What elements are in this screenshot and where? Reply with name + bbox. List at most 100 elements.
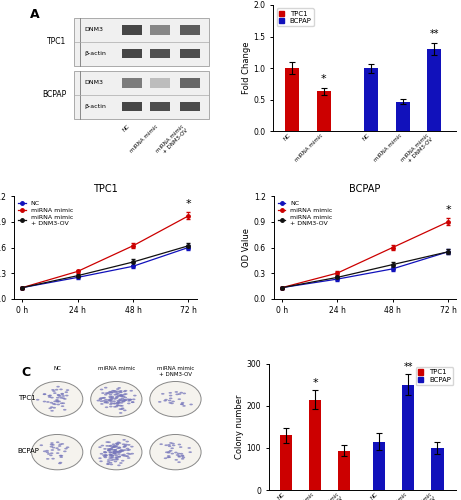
Bar <box>285 68 299 131</box>
Ellipse shape <box>107 442 111 443</box>
Ellipse shape <box>110 448 113 450</box>
Ellipse shape <box>100 453 103 454</box>
Ellipse shape <box>104 454 108 456</box>
Ellipse shape <box>57 400 61 402</box>
Ellipse shape <box>98 458 102 459</box>
Ellipse shape <box>169 442 173 444</box>
Ellipse shape <box>51 389 55 391</box>
Ellipse shape <box>127 449 131 450</box>
Ellipse shape <box>167 451 171 452</box>
Ellipse shape <box>106 445 109 447</box>
Bar <box>122 24 142 34</box>
Ellipse shape <box>128 399 131 401</box>
Text: **: ** <box>430 29 439 39</box>
Ellipse shape <box>113 450 117 452</box>
Ellipse shape <box>31 382 83 417</box>
Ellipse shape <box>189 452 192 453</box>
Ellipse shape <box>131 402 135 403</box>
Ellipse shape <box>112 402 116 404</box>
Ellipse shape <box>112 444 115 445</box>
Ellipse shape <box>59 388 63 390</box>
Ellipse shape <box>109 406 112 407</box>
Ellipse shape <box>169 450 172 452</box>
Ellipse shape <box>177 452 181 454</box>
Ellipse shape <box>181 455 184 457</box>
Ellipse shape <box>114 450 118 451</box>
Ellipse shape <box>103 456 106 458</box>
Ellipse shape <box>36 399 40 400</box>
Ellipse shape <box>104 456 107 458</box>
Ellipse shape <box>58 462 62 464</box>
Ellipse shape <box>107 399 111 400</box>
Ellipse shape <box>111 456 114 458</box>
Ellipse shape <box>50 446 53 448</box>
Ellipse shape <box>171 452 174 454</box>
Ellipse shape <box>111 454 114 456</box>
Ellipse shape <box>126 452 130 454</box>
Ellipse shape <box>120 400 123 402</box>
Ellipse shape <box>111 397 114 398</box>
Ellipse shape <box>114 457 118 458</box>
Bar <box>338 451 350 490</box>
Ellipse shape <box>118 456 121 458</box>
Ellipse shape <box>121 450 124 452</box>
Ellipse shape <box>98 446 102 448</box>
Ellipse shape <box>45 450 49 452</box>
Ellipse shape <box>127 457 130 459</box>
Legend: NC, miRNA mimic, miRNA mimic
+ DNM3-OV: NC, miRNA mimic, miRNA mimic + DNM3-OV <box>17 200 74 227</box>
Ellipse shape <box>112 451 116 453</box>
Ellipse shape <box>109 448 112 450</box>
Ellipse shape <box>115 445 118 447</box>
Ellipse shape <box>126 398 130 400</box>
Bar <box>427 49 441 131</box>
Ellipse shape <box>107 459 110 461</box>
Ellipse shape <box>160 444 163 445</box>
Ellipse shape <box>112 452 116 454</box>
Ellipse shape <box>103 452 107 454</box>
Ellipse shape <box>63 450 67 452</box>
Ellipse shape <box>113 398 117 400</box>
Ellipse shape <box>62 398 65 399</box>
Ellipse shape <box>117 442 120 444</box>
Ellipse shape <box>108 400 112 402</box>
Ellipse shape <box>111 392 114 394</box>
Ellipse shape <box>168 446 171 447</box>
Ellipse shape <box>116 402 119 404</box>
Ellipse shape <box>165 452 169 453</box>
Bar <box>150 49 170 58</box>
Ellipse shape <box>161 393 165 394</box>
Ellipse shape <box>123 410 127 411</box>
Ellipse shape <box>117 400 120 402</box>
Ellipse shape <box>43 394 47 395</box>
Ellipse shape <box>53 392 57 394</box>
Ellipse shape <box>55 400 59 402</box>
Ellipse shape <box>120 395 124 397</box>
Ellipse shape <box>59 402 63 404</box>
Ellipse shape <box>43 450 47 452</box>
Ellipse shape <box>124 396 127 398</box>
Ellipse shape <box>118 451 121 453</box>
Ellipse shape <box>64 448 68 450</box>
Ellipse shape <box>109 399 112 401</box>
Ellipse shape <box>131 402 135 403</box>
Ellipse shape <box>109 454 112 456</box>
Bar <box>74 18 209 66</box>
Ellipse shape <box>107 392 111 394</box>
Ellipse shape <box>123 400 127 402</box>
Ellipse shape <box>113 390 117 392</box>
Text: NC: NC <box>122 124 131 132</box>
Ellipse shape <box>116 404 120 406</box>
Ellipse shape <box>126 456 130 457</box>
Ellipse shape <box>106 464 110 465</box>
Ellipse shape <box>115 396 118 398</box>
Text: C: C <box>22 366 31 380</box>
Ellipse shape <box>120 450 124 452</box>
Ellipse shape <box>116 390 119 392</box>
Legend: TPC1, BCPAP: TPC1, BCPAP <box>416 368 453 385</box>
Ellipse shape <box>113 394 117 396</box>
Ellipse shape <box>59 397 63 398</box>
Ellipse shape <box>50 410 54 412</box>
Ellipse shape <box>120 449 124 451</box>
Ellipse shape <box>127 400 130 402</box>
Ellipse shape <box>122 399 125 400</box>
